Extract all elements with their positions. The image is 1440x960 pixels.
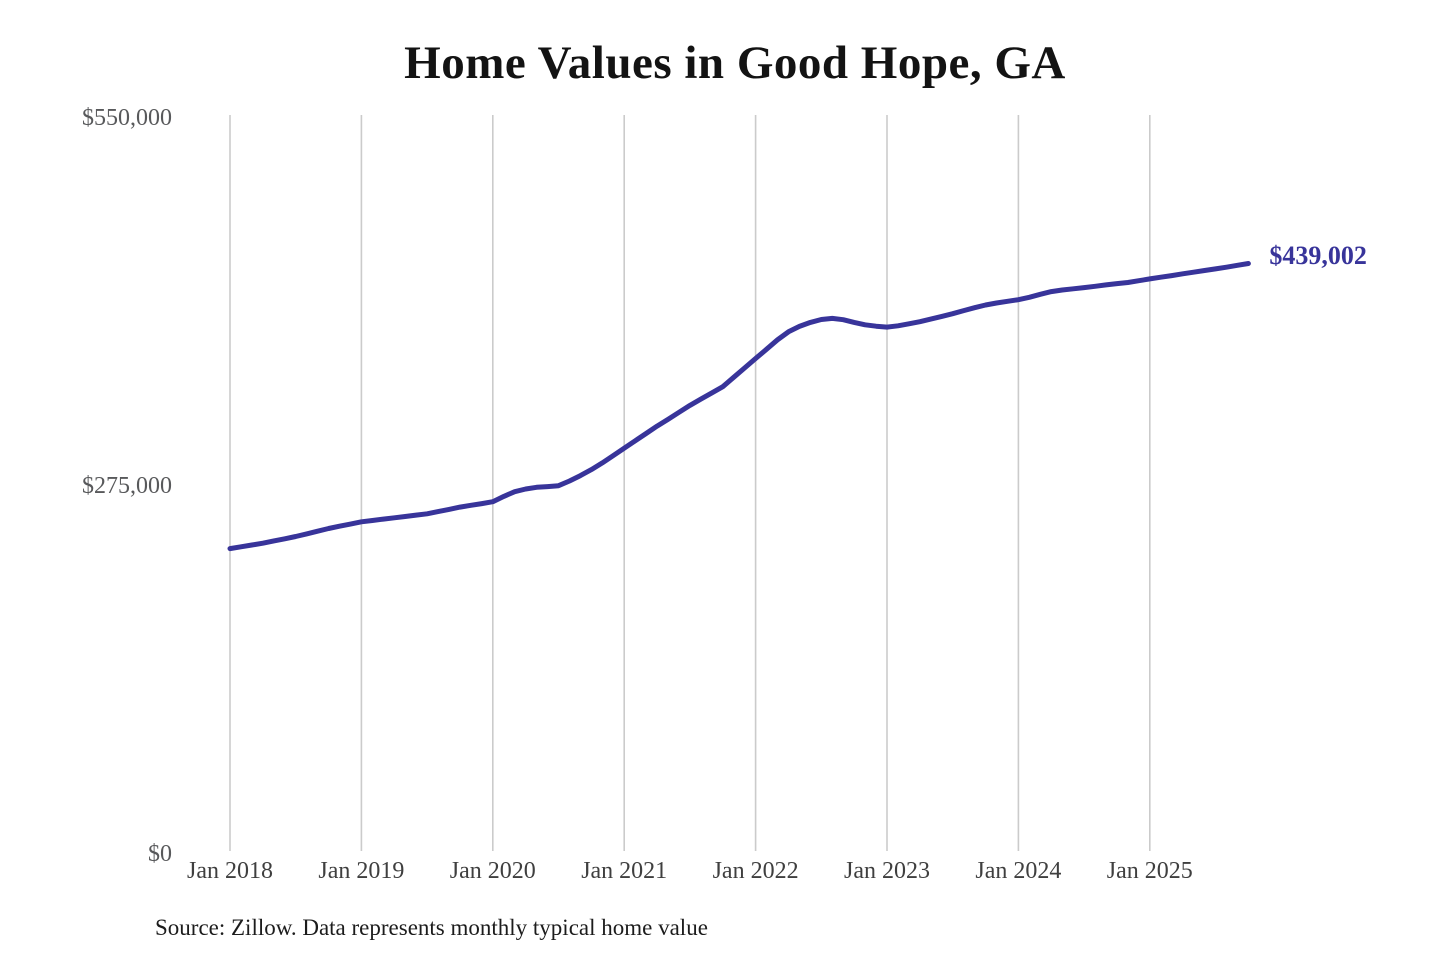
home-value-line	[227, 261, 1251, 552]
source-note: Source: Zillow. Data represents monthly …	[155, 915, 708, 940]
y-tick-label: $275,000	[82, 473, 172, 499]
year-gridlines	[229, 115, 1151, 851]
x-tick-label: Jan 2025	[1106, 858, 1193, 884]
x-tick-label: Jan 2023	[844, 858, 930, 884]
latest-value-label: $439,002	[1269, 240, 1367, 270]
chart-title: Home Values in Good Hope, GA	[404, 37, 1066, 89]
x-tick-label: Jan 2024	[975, 858, 1062, 884]
x-tick-label: Jan 2018	[187, 858, 273, 884]
x-tick-label: Jan 2019	[318, 858, 405, 884]
y-tick-label: $0	[148, 841, 172, 867]
x-tick-label: Jan 2020	[449, 858, 536, 884]
x-tick-label: Jan 2022	[712, 858, 799, 884]
x-tick-label: Jan 2021	[581, 858, 668, 884]
y-tick-label: $550,000	[82, 105, 172, 131]
